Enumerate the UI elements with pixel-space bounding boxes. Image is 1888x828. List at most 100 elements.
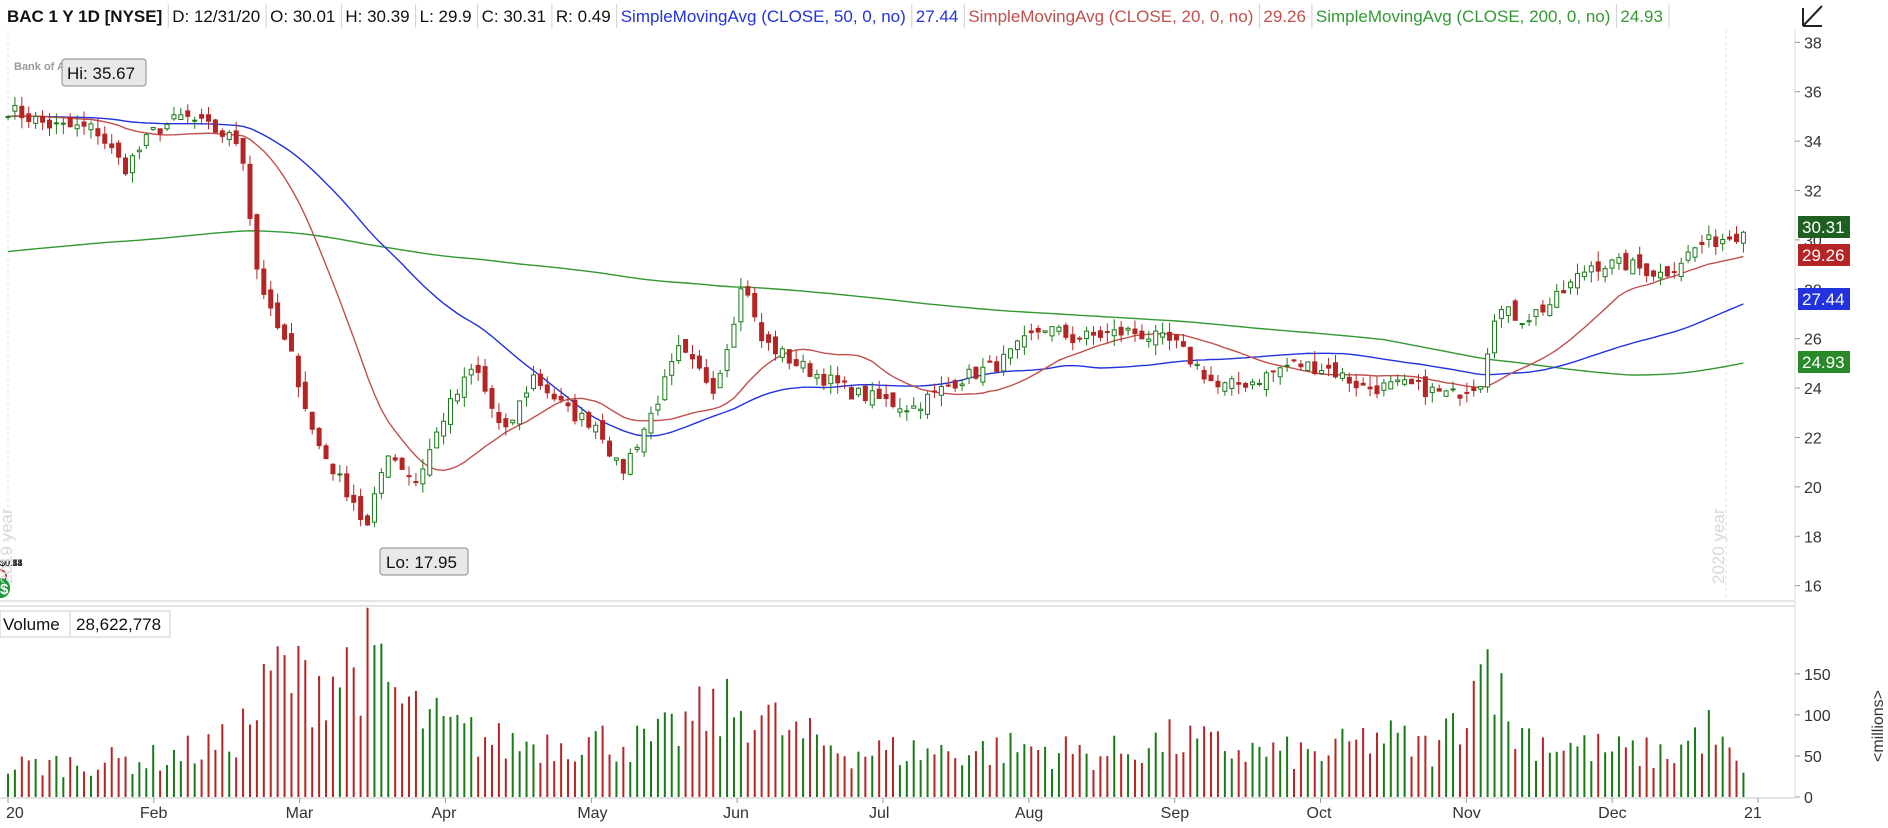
volume-panel	[0, 607, 1795, 799]
volume-bar	[1127, 754, 1130, 797]
candle	[987, 355, 993, 363]
candle	[358, 488, 364, 527]
volume-bar	[1410, 756, 1413, 797]
volume-bar	[1687, 740, 1690, 797]
candle	[1180, 333, 1186, 348]
date-label: D: 12/31/20	[172, 7, 260, 26]
dividend-dollar-icon[interactable]: $0.18 $	[0, 558, 23, 598]
candle	[842, 376, 848, 390]
candle	[1160, 322, 1166, 345]
volume-bar	[518, 751, 521, 797]
volume-bar	[885, 750, 888, 797]
candle	[1360, 377, 1366, 386]
volume-bar	[1389, 720, 1392, 797]
volume-bar	[290, 693, 293, 797]
chart-header: BAC 1 Y 1D [NYSE] D: 12/31/20 O: 30.01 H…	[0, 0, 1722, 30]
volume-bar	[1120, 753, 1123, 797]
candle	[1637, 246, 1643, 276]
candle	[1409, 378, 1415, 385]
volume-bar	[497, 723, 500, 797]
volume-bar	[968, 755, 971, 797]
candle	[12, 96, 18, 120]
volume-bar	[940, 744, 943, 797]
volume-bar	[428, 709, 431, 797]
x-tick-label: Jul	[869, 805, 889, 822]
candle	[454, 389, 460, 405]
candle	[1346, 372, 1352, 392]
volume-bar	[1327, 755, 1330, 797]
volume-bar	[871, 755, 874, 797]
candle	[1512, 298, 1518, 321]
candle	[420, 458, 426, 493]
volume-bar	[919, 760, 922, 797]
candle	[1215, 374, 1221, 394]
candle	[171, 106, 177, 121]
candle	[786, 349, 792, 370]
candle	[489, 384, 495, 418]
volume-bar	[1106, 756, 1109, 797]
candle	[503, 413, 509, 436]
candle	[662, 369, 668, 402]
volume-bar	[1528, 728, 1531, 797]
dividend-amount: $0.37	[0, 558, 23, 568]
candle	[136, 146, 142, 160]
candle	[413, 472, 419, 487]
dividend-amount: $0.18	[0, 558, 23, 568]
svg-text:$: $	[0, 581, 9, 598]
candle	[821, 368, 827, 390]
candle	[164, 122, 170, 132]
candle	[1699, 235, 1705, 254]
volume-bar	[477, 756, 480, 797]
volume-bar	[961, 765, 964, 797]
volume-bar	[345, 647, 348, 797]
volume-bar	[1244, 761, 1247, 797]
candle	[67, 113, 73, 128]
symbol-label: BAC 1 Y 1D [NYSE]	[7, 7, 162, 26]
volume-bar	[214, 749, 217, 797]
price-tick-label: 18	[1804, 529, 1822, 546]
close-badge: 30.31	[1798, 216, 1850, 238]
volume-bar	[850, 768, 853, 797]
volume-tick-label: 50	[1804, 749, 1822, 766]
open-label: O: 30.01	[270, 7, 335, 26]
x-tick-label: Nov	[1452, 805, 1480, 822]
volume-bar	[380, 643, 383, 797]
volume-bar	[1237, 750, 1240, 797]
volume-bar	[1604, 752, 1607, 797]
sma20-badge-value: 29.26	[1802, 246, 1845, 265]
hi-callout: Hi: 35.67	[61, 58, 147, 87]
drawing-tool-icon[interactable]	[1798, 3, 1826, 29]
candle	[1326, 357, 1332, 377]
volume-bar	[1458, 744, 1461, 797]
sma50-line	[7, 115, 1744, 437]
candle	[1498, 305, 1504, 328]
candle	[862, 383, 868, 404]
volume-bar	[138, 762, 141, 797]
close-label: C: 30.31	[482, 7, 546, 26]
candle	[185, 104, 191, 125]
candle	[1035, 325, 1041, 340]
volume-bar	[435, 697, 438, 797]
volume-bar	[1306, 748, 1309, 797]
candle	[1084, 326, 1090, 346]
x-tick-label: Dec	[1598, 805, 1626, 822]
candle	[1505, 306, 1511, 323]
volume-bar	[650, 741, 653, 797]
volume-bar	[311, 727, 314, 797]
volume-bar	[504, 758, 507, 797]
candle	[849, 384, 855, 400]
volume-bar	[352, 667, 355, 797]
volume-bar	[615, 761, 618, 797]
volume-bar	[484, 737, 487, 797]
candle	[911, 397, 917, 409]
candle	[883, 384, 889, 408]
sma200-badge-value: 24.93	[1802, 353, 1845, 372]
candle	[994, 356, 1000, 372]
candle	[807, 360, 813, 378]
volume-bar	[1735, 760, 1738, 797]
candle	[26, 106, 32, 128]
low-label: L: 29.9	[420, 7, 472, 26]
volume-bar	[1541, 737, 1544, 797]
volume-bar	[954, 758, 957, 797]
volume-bar	[1223, 751, 1226, 797]
